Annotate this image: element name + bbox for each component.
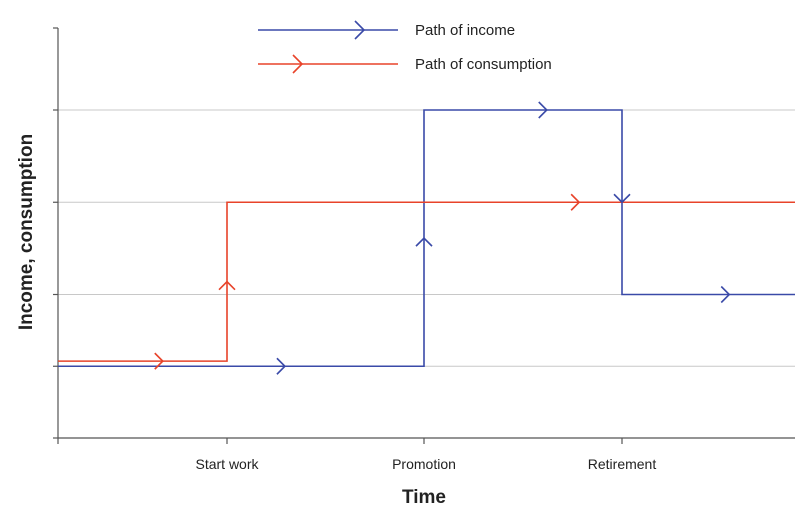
series-group <box>58 109 795 368</box>
arrow-consumption-1 <box>218 280 236 291</box>
x-tick-label-promotion: Promotion <box>392 456 456 472</box>
legend: Path of income Path of consumption <box>258 20 552 74</box>
y-axis-title: Income, consumption <box>16 134 37 330</box>
legend-item-income: Path of income <box>258 20 515 40</box>
legend-label-income: Path of income <box>415 22 515 39</box>
arrow-income-3 <box>613 193 631 204</box>
legend-label-consumption: Path of consumption <box>415 56 552 73</box>
x-tick-label-start-work: Start work <box>195 456 259 472</box>
axes <box>57 28 795 439</box>
x-tick-labels: Start work Promotion Retirement <box>195 456 656 472</box>
gridlines <box>58 109 795 367</box>
axis-ticks <box>53 27 623 444</box>
arrow-consumption-2 <box>570 193 581 211</box>
legend-arrow-income-icon <box>354 20 366 40</box>
arrow-income-2 <box>538 101 548 119</box>
legend-item-consumption: Path of consumption <box>258 54 552 74</box>
arrow-consumption-0 <box>154 352 164 370</box>
arrow-income-4 <box>720 285 731 304</box>
legend-arrow-consumption-icon <box>292 54 304 74</box>
x-axis-title: Time <box>402 487 446 508</box>
series-line-income <box>58 109 795 368</box>
arrow-income-0 <box>276 357 287 375</box>
arrow-income-1 <box>415 236 433 247</box>
x-tick-label-retirement: Retirement <box>588 456 657 472</box>
direction-arrows <box>154 101 731 375</box>
series-line-consumption <box>58 201 795 362</box>
